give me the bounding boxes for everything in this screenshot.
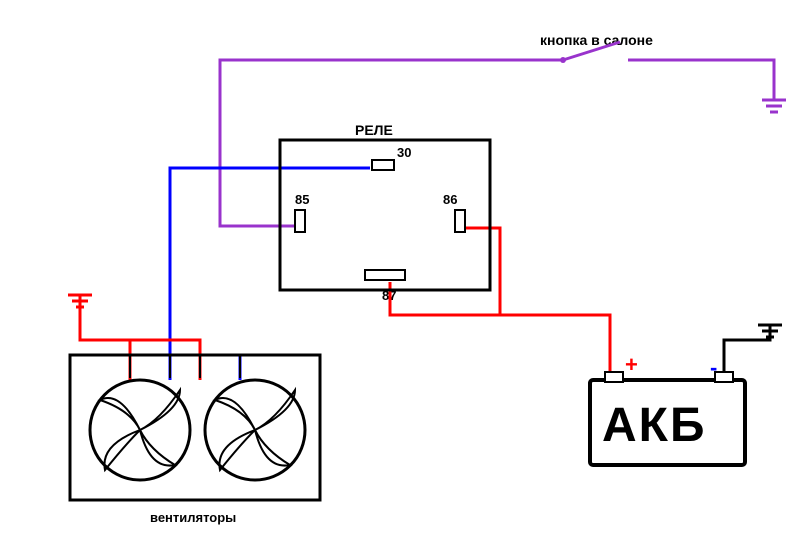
wiring-diagram — [0, 0, 807, 557]
battery-box — [590, 372, 745, 465]
purple-wire — [220, 42, 786, 226]
fans-box — [70, 355, 320, 500]
red-wire — [68, 228, 610, 380]
relay-box — [280, 140, 490, 290]
battery-ground-wire — [724, 325, 782, 372]
